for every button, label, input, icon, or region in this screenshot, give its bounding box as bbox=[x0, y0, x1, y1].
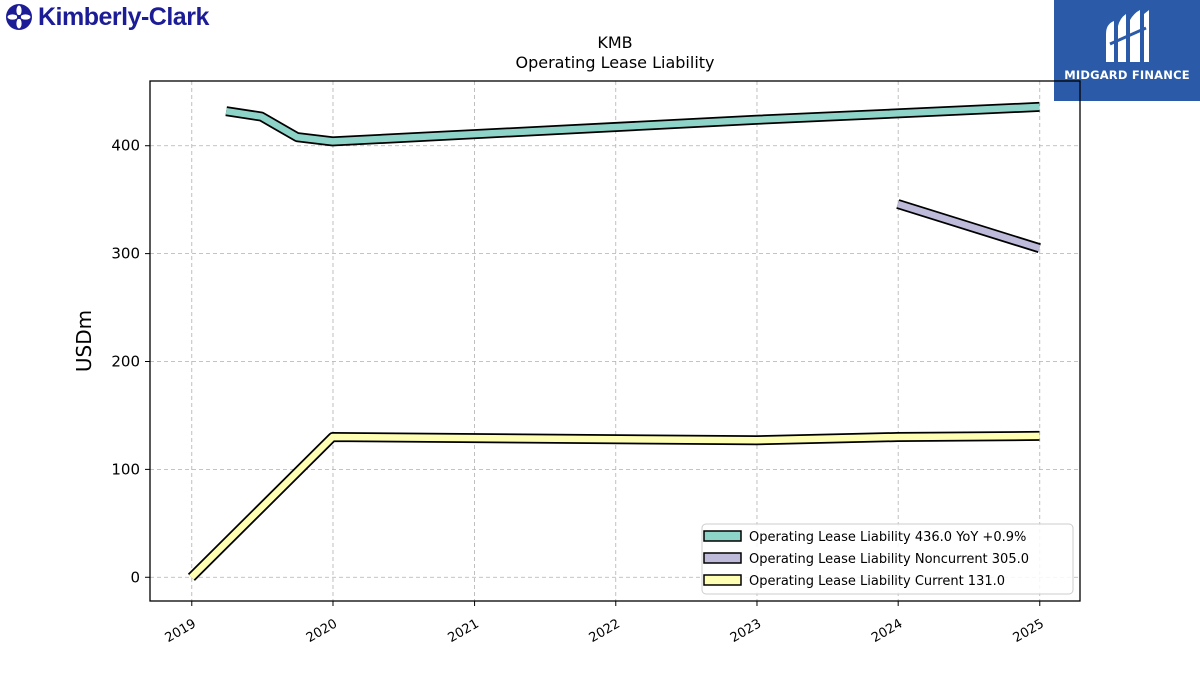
chart-title: KMB bbox=[597, 33, 632, 52]
publisher-name: MIDGARD FINANCE bbox=[1064, 68, 1190, 82]
brand-name: Kimberly-Clark bbox=[38, 2, 209, 31]
legend-box bbox=[701, 523, 1074, 595]
legend-label: Operating Lease Liability Noncurrent 305… bbox=[749, 552, 1029, 567]
kimberly-clark-logo: Kimberly-Clark bbox=[4, 2, 209, 32]
x-tick-label: 2019 bbox=[163, 616, 199, 646]
x-tick-label: 2022 bbox=[587, 616, 623, 646]
legend: Operating Lease Liability 436.0 YoY +0.9… bbox=[701, 523, 1074, 595]
legend-swatch bbox=[703, 552, 742, 564]
x-tick-label: 2020 bbox=[304, 616, 340, 646]
series-line-fill bbox=[189, 432, 1040, 580]
midgard-finance-logo-icon bbox=[1106, 10, 1149, 62]
x-tick-label: 2025 bbox=[1011, 616, 1047, 646]
series-line bbox=[896, 199, 1041, 253]
x-tick-label: 2023 bbox=[728, 616, 764, 646]
grid bbox=[150, 81, 1080, 601]
series-lines bbox=[187, 101, 1041, 581]
series-line bbox=[187, 430, 1040, 581]
series-line-fill bbox=[896, 200, 1041, 252]
chart-subtitle: Operating Lease Liability bbox=[515, 53, 714, 72]
x-tick-label: 2021 bbox=[445, 616, 481, 646]
y-tick-label: 200 bbox=[111, 352, 140, 370]
legend-swatch bbox=[703, 530, 742, 542]
plot-area-frame bbox=[149, 80, 1081, 602]
y-tick-label: 400 bbox=[111, 137, 140, 155]
legend-swatch bbox=[703, 574, 742, 586]
series-line-fill bbox=[225, 103, 1040, 145]
x-tick-label: 2024 bbox=[869, 616, 905, 646]
midgard-finance-logo: MIDGARD FINANCE bbox=[1054, 0, 1200, 101]
y-tick-label: 100 bbox=[111, 460, 140, 478]
y-tick-label: 300 bbox=[111, 245, 140, 263]
y-axis-label: USDm bbox=[72, 310, 96, 372]
legend-label: Operating Lease Liability Current 131.0 bbox=[749, 574, 1005, 589]
kimberly-clark-emblem-icon bbox=[6, 4, 32, 30]
y-tick-label: 0 bbox=[130, 568, 140, 586]
legend-label: Operating Lease Liability 436.0 YoY +0.9… bbox=[749, 530, 1026, 545]
series-line bbox=[225, 101, 1040, 147]
